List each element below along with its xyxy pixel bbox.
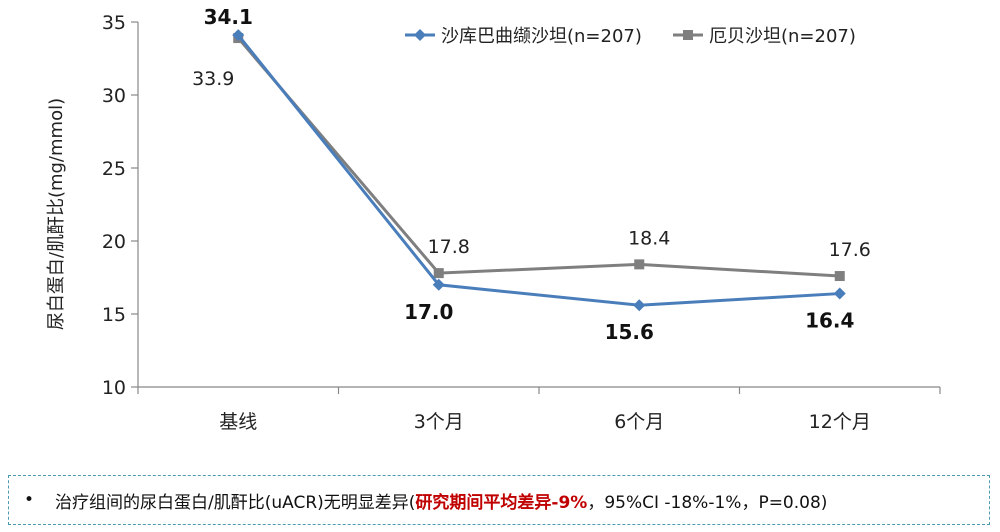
x-tick-label: 3个月 — [414, 411, 464, 433]
series-line-0 — [237, 34, 840, 307]
legend-label-1: 厄贝沙坦(n=207) — [709, 26, 856, 47]
y-tick-label: 20 — [102, 231, 126, 253]
bullet-point: • — [23, 490, 35, 510]
y-tick-label: 35 — [102, 12, 126, 34]
data-labels-group: 34.1 17.0 15.6 16.4 33.9 17.8 18.4 17.6 — [192, 5, 871, 344]
note-text-after: ，95%CI -18%-1%，P=0.08) — [587, 492, 828, 513]
series-0-point — [232, 29, 245, 42]
summary-note: • 治疗组间的尿白蛋白/肌酐比(uACR)无明显差异(研究期间平均差异-9% ，9… — [8, 475, 990, 525]
legend-marker-1 — [683, 30, 693, 40]
series-0-point — [633, 299, 646, 312]
legend-marker-0 — [414, 29, 426, 41]
x-tick-label: 12个月 — [809, 411, 871, 433]
y-tick-label: 15 — [102, 304, 126, 326]
x-tick-label: 6个月 — [614, 411, 664, 433]
data-label-series-1: 33.9 — [192, 68, 234, 90]
data-label-series-0: 16.4 — [805, 309, 854, 333]
y-tick-label: 30 — [102, 85, 126, 107]
x-tick-labels: 基线 3个月 6个月 12个月 — [219, 411, 871, 433]
data-label-series-1: 18.4 — [628, 227, 670, 249]
note-highlight: 研究期间平均差异-9% — [415, 492, 588, 513]
data-label-series-0: 15.6 — [605, 320, 654, 344]
legend: 沙库巴曲缬沙坦(n=207) 厄贝沙坦(n=207) — [405, 26, 856, 47]
data-label-series-1: 17.8 — [428, 236, 470, 258]
y-tick-label: 25 — [102, 158, 126, 180]
series-1-point — [433, 268, 444, 279]
series-0-point — [833, 287, 846, 300]
x-tick-label: 基线 — [219, 411, 257, 433]
data-label-series-0: 17.0 — [404, 300, 453, 324]
line-chart: 尿白蛋白/肌酐比(mg/mmol) 10 15 20 25 30 35 基线 3个月 6个月 1… — [46, 5, 941, 433]
data-label-series-0: 34.1 — [204, 5, 253, 29]
y-tick-label: 10 — [102, 377, 126, 399]
legend-label-0: 沙库巴曲缬沙坦(n=207) — [441, 26, 642, 47]
series-0-point — [432, 278, 445, 291]
data-label-series-1: 17.6 — [829, 239, 871, 261]
series-line-1 — [237, 37, 840, 278]
note-text-before: 治疗组间的尿白蛋白/肌酐比(uACR)无明显差异( — [55, 492, 416, 513]
series-1-point — [834, 271, 845, 282]
axes — [131, 21, 941, 394]
series-group — [232, 29, 846, 312]
y-axis-label: 尿白蛋白/肌酐比(mg/mmol) — [46, 98, 67, 330]
series-1-point — [634, 259, 645, 270]
y-tick-labels: 10 15 20 25 30 35 — [102, 12, 126, 399]
